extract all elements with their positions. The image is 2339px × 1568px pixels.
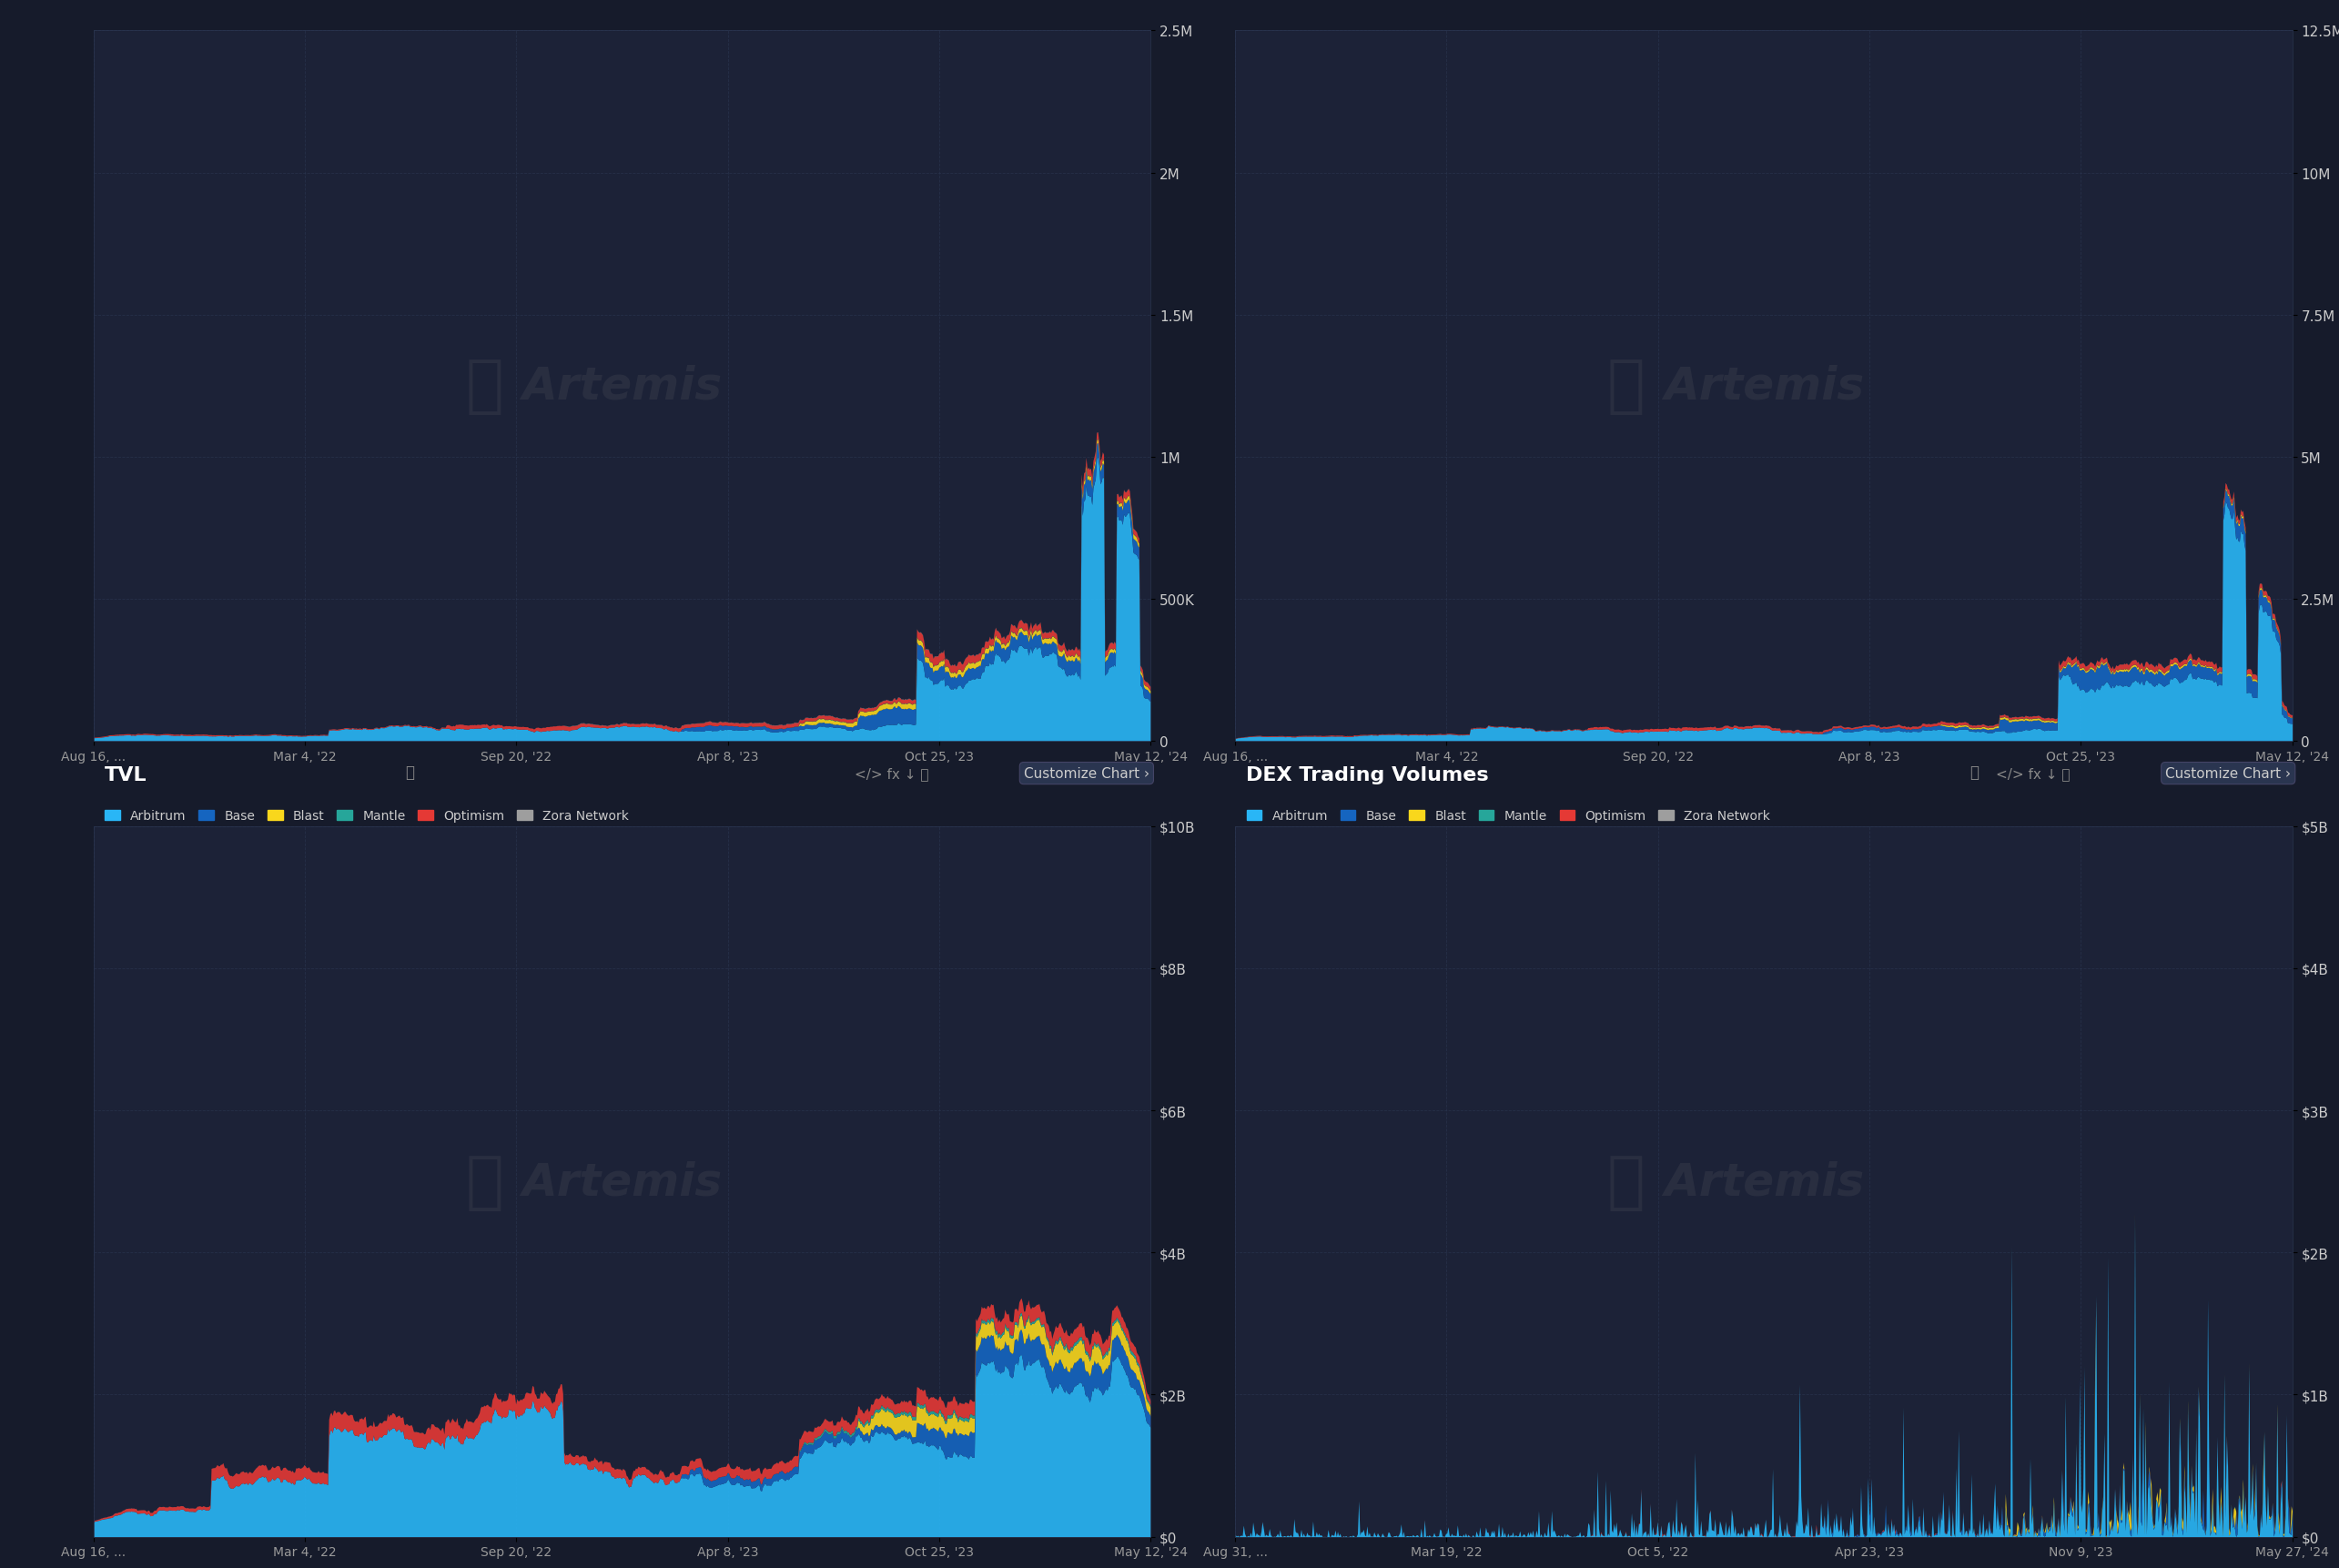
Text: Ⓐ: Ⓐ: [1607, 1151, 1644, 1212]
Legend: Arbitrum, Base, Blast, Mantle, Optimism, Zora Network: Arbitrum, Base, Blast, Mantle, Optimism,…: [1242, 804, 1775, 828]
Text: Ⓐ: Ⓐ: [1607, 356, 1644, 417]
Text: TVL: TVL: [105, 765, 147, 784]
Text: Artemis: Artemis: [1663, 364, 1864, 408]
Text: Ⓐ: Ⓐ: [465, 1151, 503, 1212]
Text: Artemis: Artemis: [522, 364, 723, 408]
Text: Artemis: Artemis: [1663, 1160, 1864, 1204]
Text: DEX Trading Volumes: DEX Trading Volumes: [1247, 765, 1488, 784]
Text: ⓘ: ⓘ: [1969, 764, 1979, 781]
Legend: Arbitrum, Base, Blast, Mantle, Optimism, Zora Network: Arbitrum, Base, Blast, Mantle, Optimism,…: [101, 804, 634, 828]
Text: </> fx ↓ 📷: </> fx ↓ 📷: [1995, 767, 2070, 781]
Text: ⓘ: ⓘ: [405, 764, 414, 781]
Text: Customize Chart ›: Customize Chart ›: [1024, 767, 1148, 781]
Text: Customize Chart ›: Customize Chart ›: [2166, 767, 2290, 781]
Text: Artemis: Artemis: [522, 1160, 723, 1204]
Text: Ⓐ: Ⓐ: [465, 356, 503, 417]
Text: </> fx ↓ 📷: </> fx ↓ 📷: [854, 767, 929, 781]
